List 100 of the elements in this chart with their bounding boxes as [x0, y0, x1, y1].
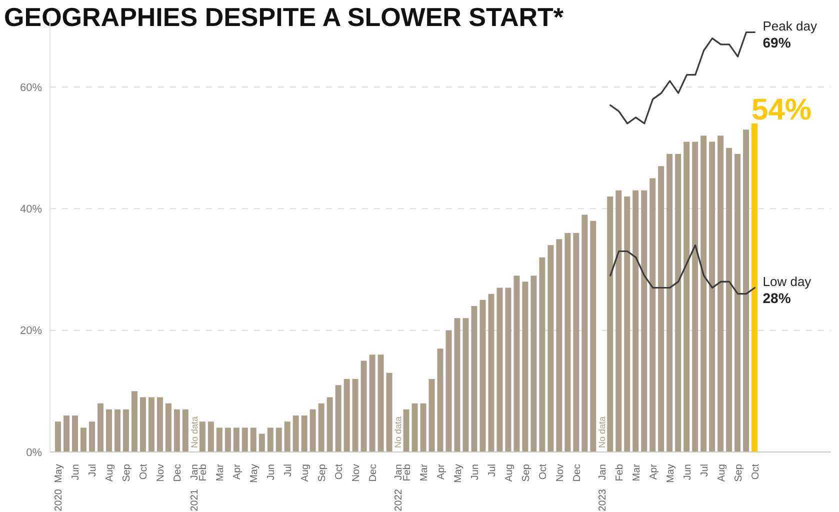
bar [156, 397, 163, 452]
bar [233, 428, 240, 452]
bar [386, 372, 392, 452]
text: 69% [762, 34, 792, 50]
x-tick-label: Nov [554, 464, 566, 482]
bar [480, 300, 486, 452]
bar [428, 379, 435, 452]
bar [718, 136, 724, 452]
bar [284, 422, 290, 452]
annotation: No data [597, 416, 608, 448]
x-tick-label: Feb [614, 464, 626, 482]
y-tick-label: 60% [20, 82, 42, 94]
bar [122, 409, 129, 452]
x-tick-label: Oct [750, 464, 762, 480]
bar [148, 397, 154, 452]
bar [378, 354, 384, 452]
x-tick-label: Jul [88, 464, 99, 477]
line-series [610, 244, 756, 295]
bar [335, 385, 342, 452]
bar [292, 416, 299, 452]
series-label: Low day [762, 274, 812, 289]
x-tick-label: Jun [470, 464, 481, 480]
bar [360, 360, 367, 452]
x-tick-label: Dec [572, 464, 583, 482]
bar [276, 428, 282, 452]
y-tick-label: 0% [26, 446, 42, 459]
x-tick-label: Sep [733, 464, 744, 482]
bar [752, 124, 758, 452]
bar [616, 190, 622, 452]
bar [700, 136, 707, 452]
x-tick-label: Feb [402, 464, 413, 482]
bar [165, 403, 172, 452]
bar [344, 379, 350, 452]
bar [301, 416, 308, 452]
bar [548, 245, 554, 452]
bar [471, 306, 478, 452]
bar [522, 282, 528, 452]
x-tick-label: May [665, 464, 676, 483]
bar [726, 148, 732, 452]
bar [182, 409, 188, 452]
x-tick-label: Aug [104, 464, 116, 482]
bar [106, 409, 112, 452]
bar [318, 403, 324, 452]
x-tick-label: Oct [138, 464, 150, 480]
x-tick-label: Aug [716, 464, 728, 482]
x-tick-label: Jan 2023 [597, 464, 608, 512]
bar [709, 142, 716, 452]
bar [140, 397, 146, 452]
x-tick-label: Jun [266, 464, 278, 480]
x-tick-label: Jun [70, 464, 82, 480]
bar [420, 403, 426, 452]
x-tick-label: Jun [682, 464, 694, 480]
x-tick-label: Dec [172, 464, 184, 482]
x-tick-label: Jul [486, 464, 498, 477]
bar [607, 196, 614, 452]
x-tick-label: Nov [351, 464, 362, 482]
x-tick-label: Dec [368, 464, 380, 482]
x-tick-label: Jul [699, 464, 710, 477]
text: 28% [762, 290, 792, 306]
bar [590, 220, 596, 452]
x-tick-label: May 2020 [54, 464, 65, 512]
bar [530, 276, 537, 452]
bar [684, 142, 690, 452]
bar [496, 288, 503, 452]
bar [131, 391, 138, 452]
annotation: No data [393, 416, 404, 448]
x-tick-label: Feb [198, 464, 210, 482]
x-tick-label: Mar [215, 463, 226, 482]
bar [114, 409, 120, 452]
x-tick-label: Oct [334, 464, 346, 480]
bar [573, 233, 580, 452]
x-tick-label: Mar [418, 463, 430, 482]
bar [412, 403, 418, 452]
bar [666, 154, 673, 452]
y-tick-label: 20% [20, 325, 42, 338]
bar [310, 409, 316, 452]
bar [462, 318, 469, 452]
bar [208, 422, 214, 452]
bar [437, 348, 444, 452]
bar [369, 354, 376, 452]
bar [488, 294, 494, 452]
x-tick-label: Sep [520, 464, 532, 482]
bar [675, 154, 682, 452]
bar [88, 422, 95, 452]
x-tick-label: May [452, 464, 464, 483]
chart-title: GEOGRAPHIES DESPITE A SLOWER START* [4, 2, 564, 33]
bar [326, 397, 333, 452]
bar [199, 422, 206, 452]
x-tick-label: Oct [538, 464, 549, 480]
series-label: Peak day [762, 18, 818, 34]
bar [250, 428, 256, 452]
x-tick-label: May [249, 464, 260, 483]
bar [514, 276, 520, 452]
bar [258, 434, 265, 452]
bar [267, 428, 274, 452]
data-label: 54% [752, 94, 812, 126]
annotation: No data [189, 416, 200, 448]
x-tick-label: Apr [436, 463, 447, 480]
bar [216, 428, 222, 452]
x-tick-label: Aug [300, 464, 312, 482]
